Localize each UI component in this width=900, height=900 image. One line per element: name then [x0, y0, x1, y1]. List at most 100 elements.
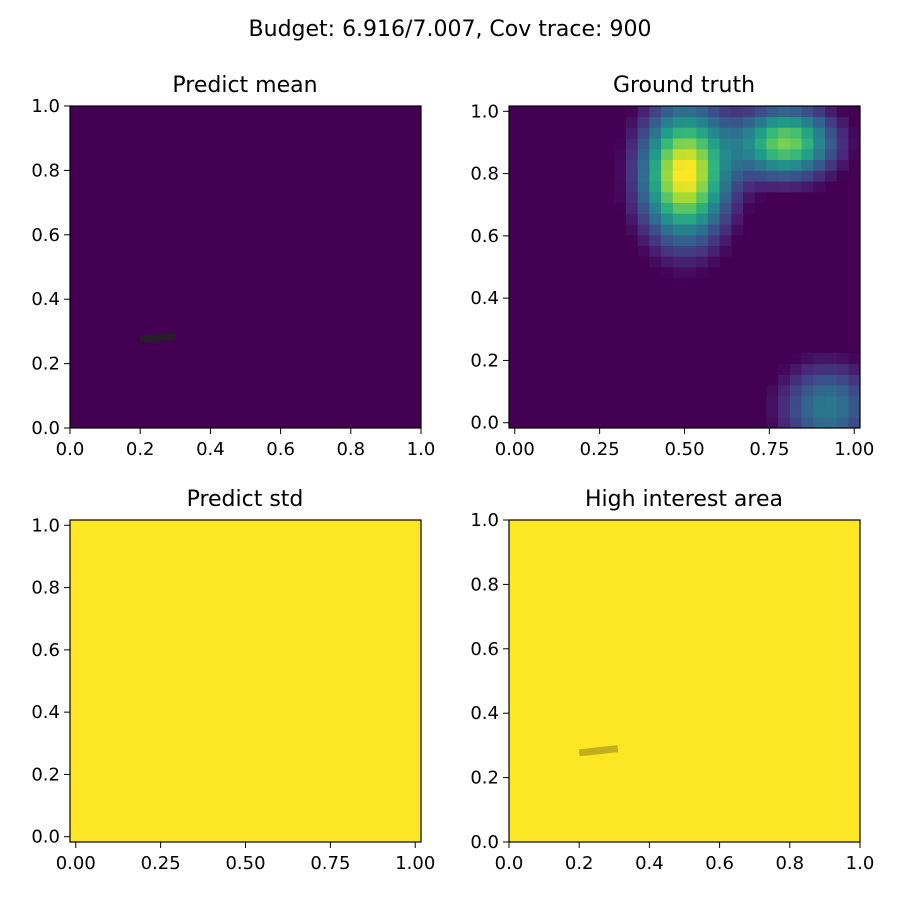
heatmap-cell	[649, 256, 662, 268]
heatmap-cell	[789, 406, 802, 418]
heatmap-cell	[743, 191, 756, 203]
heatmap-cell	[672, 191, 685, 203]
x-tick-label: 1.0	[407, 439, 436, 460]
x-tick-label: 0.00	[495, 439, 535, 460]
heatmap-cell	[754, 138, 767, 150]
heatmap-cell	[637, 170, 650, 182]
heatmap-cell	[719, 138, 732, 150]
heatmap-cell	[707, 213, 721, 225]
y-tick-label: 0.2	[470, 768, 499, 789]
heatmap-cell	[813, 385, 826, 397]
y-tick-label: 0.6	[470, 226, 499, 247]
heatmap-cell	[661, 224, 674, 236]
heatmap-cell	[801, 116, 814, 128]
x-tick-label: 0.75	[310, 853, 350, 874]
heatmap-cell	[813, 127, 826, 139]
heatmap-cell	[661, 245, 674, 257]
heatmap-cell	[824, 417, 838, 429]
heatmap-cell	[824, 159, 838, 171]
heatmap-cell	[836, 395, 849, 407]
axis-ticks: 0.00 0.25 0.50 0.75 1.00 0.0 0.2 0.4 0.6 0.8 1.0	[31, 515, 435, 874]
heatmap-cell	[625, 191, 639, 203]
heatmap-cell	[684, 159, 697, 171]
panel-predict-std: Predict std 0.00 0.25 0.50 0.75 1.000.00.20.…	[31, 487, 435, 874]
heatmap-cell	[661, 234, 674, 246]
heatmap-cell	[672, 202, 685, 214]
heatmap-cell	[778, 116, 791, 128]
heatmap-cell	[684, 202, 697, 214]
heatmap-cell	[637, 181, 650, 193]
heatmap-cell	[801, 106, 814, 118]
y-tick-label: 1.0	[470, 101, 499, 122]
y-tick-label: 0.6	[31, 640, 60, 661]
heatmap-cell	[789, 159, 802, 171]
heatmap-cell	[824, 127, 838, 139]
heatmap-cell	[637, 116, 650, 128]
heatmap-cell	[707, 245, 721, 257]
heatmap-cell	[637, 213, 650, 225]
heatmap-cell	[731, 106, 744, 118]
heatmap-cell	[661, 202, 674, 214]
heatmap-cell	[824, 138, 838, 150]
heatmap-cell	[625, 106, 639, 118]
x-tick-label: 0.50	[225, 853, 265, 874]
heatmap-cell	[836, 159, 849, 171]
heatmap-cell	[824, 374, 838, 386]
axis-ticks: 0.00 0.25 0.50 0.75 1.00 0.0 0.2 0.4 0.6 0.8 1.0	[470, 101, 874, 460]
heatmap-cell	[754, 116, 767, 128]
x-tick-label: 0.25	[141, 853, 181, 874]
heatmap-cell	[707, 224, 721, 236]
heatmap-cell	[672, 106, 685, 118]
y-tick-label: 0.0	[470, 413, 499, 434]
heatmap-cell	[696, 224, 709, 236]
heatmap-cell	[743, 181, 756, 193]
heatmap-cell	[801, 181, 814, 193]
heatmap-cell	[672, 256, 685, 268]
heatmap-cell	[707, 159, 721, 171]
heatmap-cell	[696, 191, 709, 203]
heatmap-cell	[684, 127, 697, 139]
y-tick-label: 0.4	[470, 703, 499, 724]
heatmap-cell	[789, 363, 802, 375]
heatmap-cell	[719, 245, 732, 257]
heatmap-cell	[696, 170, 709, 182]
heatmap-cell	[778, 159, 791, 171]
heatmap-cell	[743, 138, 756, 150]
heatmap-cell	[661, 181, 674, 193]
heatmap-cell	[766, 138, 779, 150]
heatmap-cell	[661, 267, 674, 279]
heatmap-cell	[801, 170, 814, 182]
heatmap-cell	[754, 159, 767, 171]
heatmap-cell	[684, 138, 697, 150]
heatmap-cell	[778, 106, 791, 118]
x-tick-label: 0.6	[705, 853, 734, 874]
heatmap-cell	[614, 191, 627, 203]
heatmap-cell	[778, 127, 791, 139]
heatmap-cell	[813, 148, 826, 161]
heatmap-cell	[707, 181, 721, 193]
heatmap-cell	[661, 106, 674, 118]
heatmap-cell	[778, 363, 791, 375]
heatmap-cell	[719, 148, 732, 161]
heatmap-cell	[813, 395, 826, 407]
heatmap-cell	[649, 245, 662, 257]
panel-predict-mean: Predict mean 0.0 0.2 0.4 0.6 0.8 1.0 0.0 0.2 0.4…	[31, 73, 435, 460]
heatmap-cell	[719, 213, 732, 225]
heatmap-cell	[836, 170, 849, 182]
heatmap-cell	[789, 374, 802, 386]
heatmap-cell	[649, 202, 662, 214]
heatmap-background	[70, 520, 421, 842]
heatmap-cell	[836, 374, 849, 386]
heatmap-cell	[801, 148, 814, 161]
x-tick-label: 0.8	[336, 439, 365, 460]
y-tick-label: 1.0	[470, 510, 499, 531]
heatmap-cell	[766, 106, 779, 118]
heatmap-cell	[824, 406, 838, 418]
heatmap-cell	[778, 395, 791, 407]
heatmap-cell	[848, 395, 861, 407]
heatmap-cell	[637, 191, 650, 203]
y-tick-label: 0.2	[31, 354, 60, 375]
heatmap-cell	[696, 138, 709, 150]
heatmap-cell	[614, 148, 627, 161]
heatmap-cell	[766, 406, 779, 418]
